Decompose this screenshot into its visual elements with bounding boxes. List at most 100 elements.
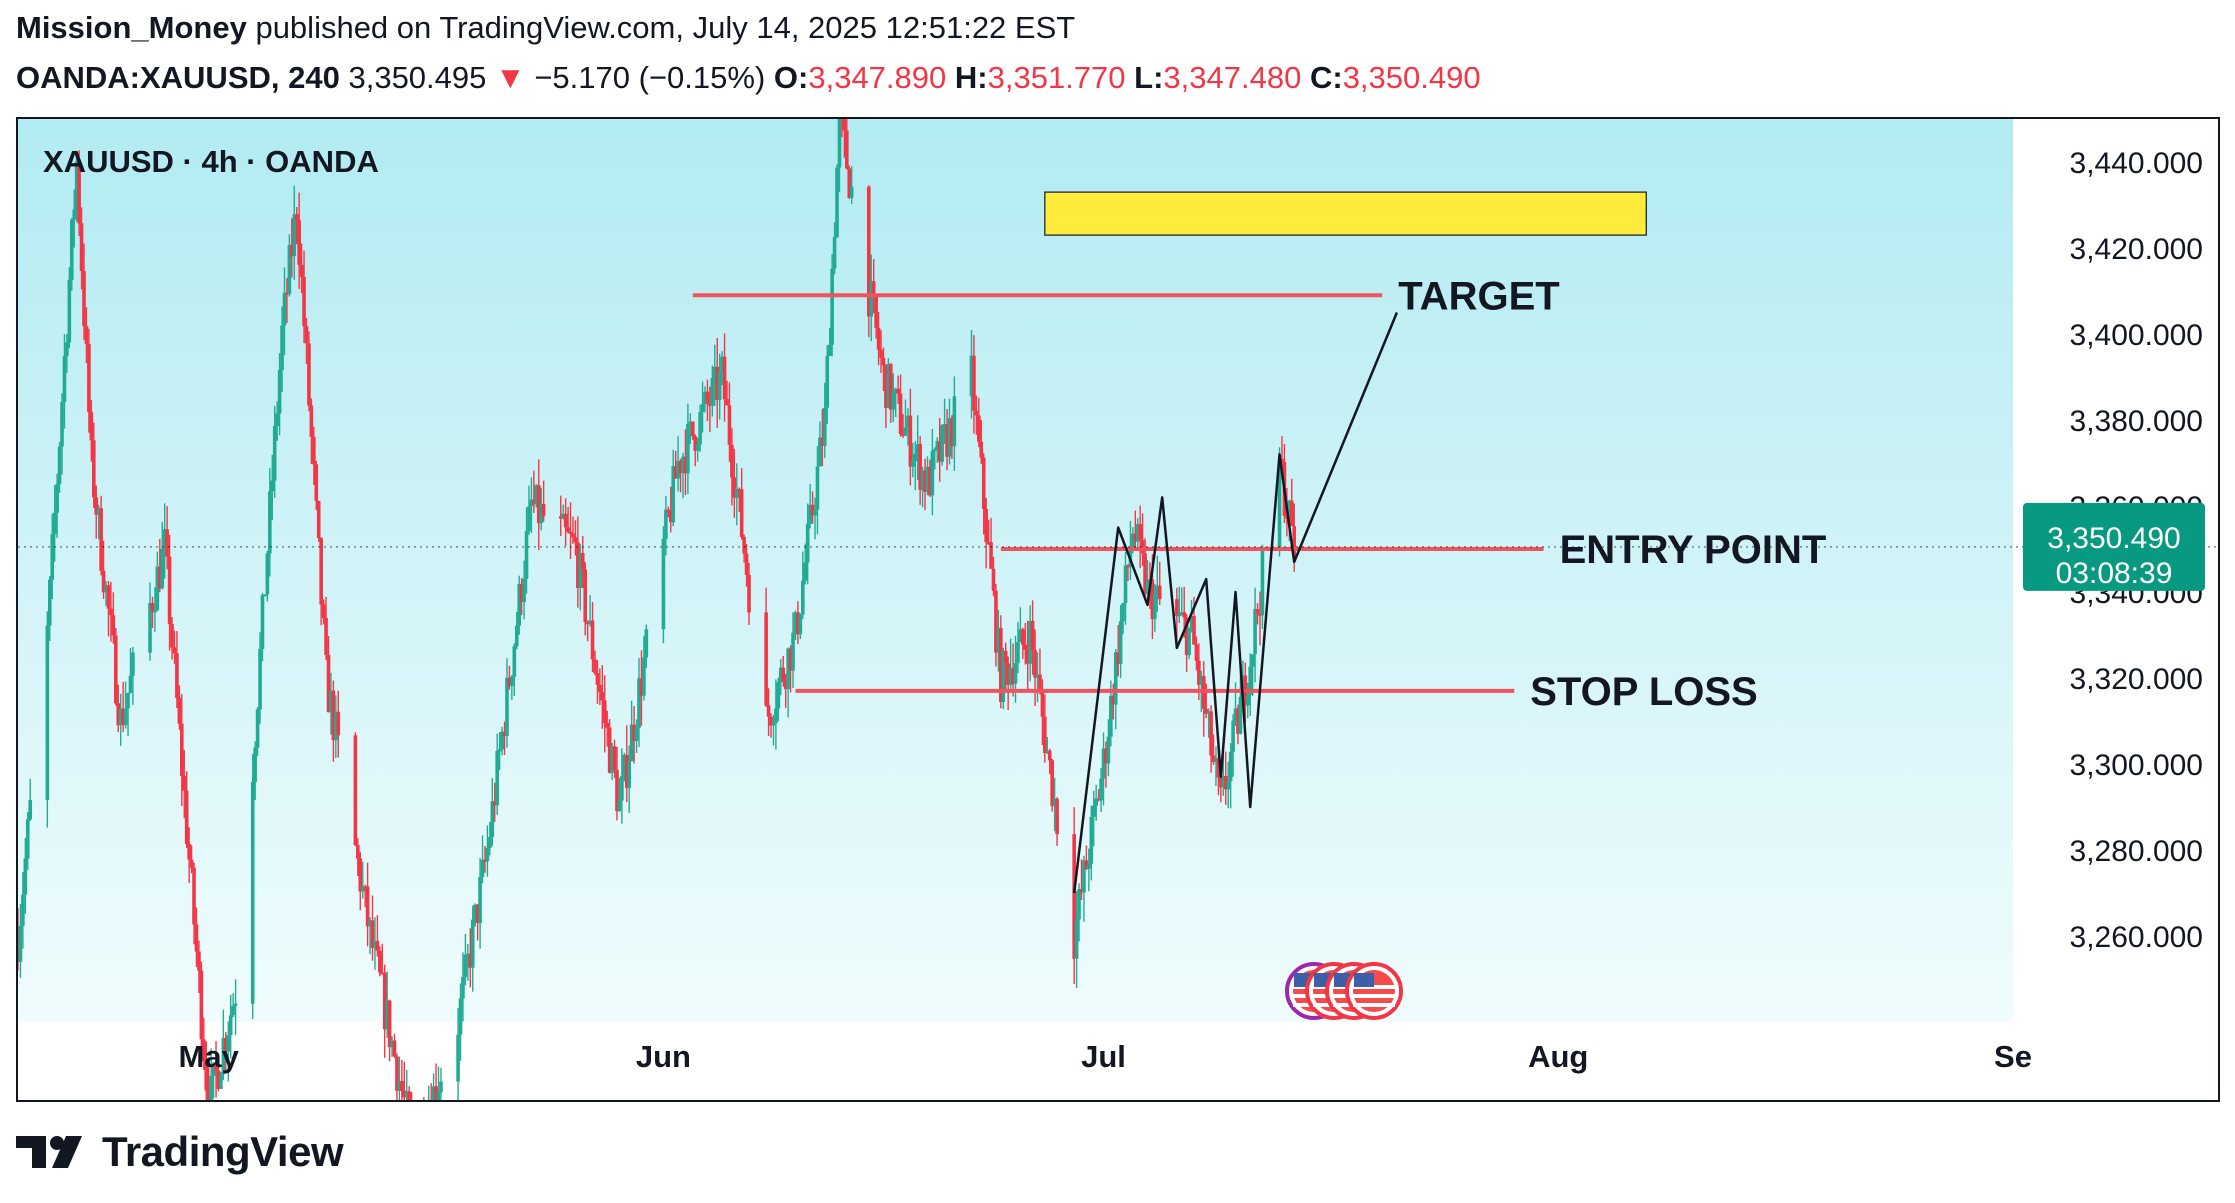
candle-body <box>353 735 358 845</box>
candle-body <box>1140 540 1145 554</box>
candle-body <box>324 618 328 655</box>
candle-body <box>28 799 33 820</box>
candle-body <box>473 904 477 920</box>
candle-body <box>131 652 135 676</box>
candle-body <box>272 425 277 481</box>
candle-body <box>893 388 898 392</box>
candle-body <box>314 464 319 501</box>
candle-body <box>336 711 341 736</box>
economic-events[interactable] <box>1285 962 1403 1020</box>
candle-body <box>309 405 314 437</box>
candle-body <box>1219 777 1223 788</box>
candle-body <box>588 620 592 625</box>
candle-body <box>666 509 671 513</box>
candle-body <box>1104 748 1108 764</box>
time-tick-label: Se <box>1994 1039 2032 1074</box>
candle-body <box>781 667 786 681</box>
last-price: 3,350.495 <box>348 60 487 95</box>
candle-body <box>979 441 984 458</box>
candle-body <box>664 509 668 539</box>
candle-body <box>999 627 1003 702</box>
candle-body <box>986 542 991 545</box>
candle-body <box>483 859 487 862</box>
symbol-name[interactable]: OANDA:XAUUSD, 240 <box>16 60 340 95</box>
flag-stripe <box>1353 1003 1395 1007</box>
candle-body <box>187 844 191 860</box>
candle-body <box>18 925 23 962</box>
candle-body <box>1175 599 1179 617</box>
candle-body <box>231 1005 235 1016</box>
candle-body <box>1074 919 1079 959</box>
price-chart[interactable]: TARGET ENTRY POINT STOP LOSS 3,260.000 3,28… <box>18 119 2218 1100</box>
candle-body <box>23 858 28 895</box>
time-tick-label: May <box>179 1039 240 1074</box>
candle-body <box>285 292 289 295</box>
candle-body <box>517 583 521 626</box>
candle-body <box>1184 617 1189 656</box>
candle-body <box>466 953 470 956</box>
current-price-badge[interactable] <box>2023 502 2205 591</box>
candle-body <box>813 509 817 516</box>
candle-body <box>996 627 1001 653</box>
candle-body <box>167 556 172 625</box>
candle-body <box>1043 716 1047 753</box>
candle-body <box>935 441 940 450</box>
candle-body <box>385 1000 389 1030</box>
candle-body <box>639 678 644 696</box>
candle-body <box>1182 612 1186 618</box>
candle-body <box>825 355 830 408</box>
candle-body <box>1131 533 1135 551</box>
candle-body <box>365 886 370 927</box>
publisher-name[interactable]: Mission_Money <box>16 10 247 45</box>
candle-body <box>82 270 86 327</box>
candle-body <box>884 365 888 409</box>
candle-body <box>832 237 837 269</box>
candle-body <box>72 209 77 220</box>
candle-body <box>439 1081 443 1093</box>
candle-body <box>373 940 377 948</box>
candle-body <box>1047 750 1052 761</box>
candle-body <box>290 244 294 257</box>
candle-body <box>118 708 123 726</box>
candle-body <box>304 326 309 344</box>
candle-body <box>578 553 583 588</box>
candle-body <box>605 722 610 728</box>
candle-body <box>1021 629 1025 645</box>
candle-body <box>632 724 636 741</box>
candle-body <box>727 405 732 445</box>
candle-body <box>302 276 306 327</box>
candle-body <box>392 1040 397 1057</box>
target-label: TARGET <box>1398 274 1559 318</box>
candle-body <box>558 516 563 519</box>
candle-body <box>991 568 996 591</box>
candle-body <box>823 407 827 446</box>
candle-body <box>1118 621 1123 665</box>
candle-body <box>202 1039 206 1062</box>
candle-body <box>903 427 908 436</box>
candle-body <box>275 413 279 426</box>
candle-body <box>380 972 385 975</box>
candle-body <box>197 951 201 971</box>
close-label: C: <box>1309 60 1343 95</box>
candle-body <box>566 527 570 532</box>
candle-body <box>837 119 842 168</box>
candle-body <box>263 594 267 597</box>
candle-body <box>1077 889 1081 920</box>
price-axis[interactable]: 3,260.0003,280.0003,300.0003,320.0003,34… <box>2023 147 2205 954</box>
us-flag-icon[interactable] <box>1345 962 1403 1020</box>
time-axis[interactable]: May Jun Jul Aug Se <box>179 1039 2032 1074</box>
candle-body <box>693 436 698 451</box>
candle-body <box>312 436 316 465</box>
candle-body <box>121 708 125 725</box>
candle-body <box>627 761 632 788</box>
candle-body <box>480 859 485 877</box>
candle-body <box>148 602 152 653</box>
candle-body <box>930 451 935 496</box>
candle-body <box>815 466 820 510</box>
candle-body <box>786 648 790 690</box>
candle-body <box>952 396 957 447</box>
candle-body <box>783 680 788 690</box>
candle-body <box>299 264 304 277</box>
tradingview-logo[interactable]: TradingView <box>16 1128 344 1176</box>
candle-body <box>21 894 25 926</box>
